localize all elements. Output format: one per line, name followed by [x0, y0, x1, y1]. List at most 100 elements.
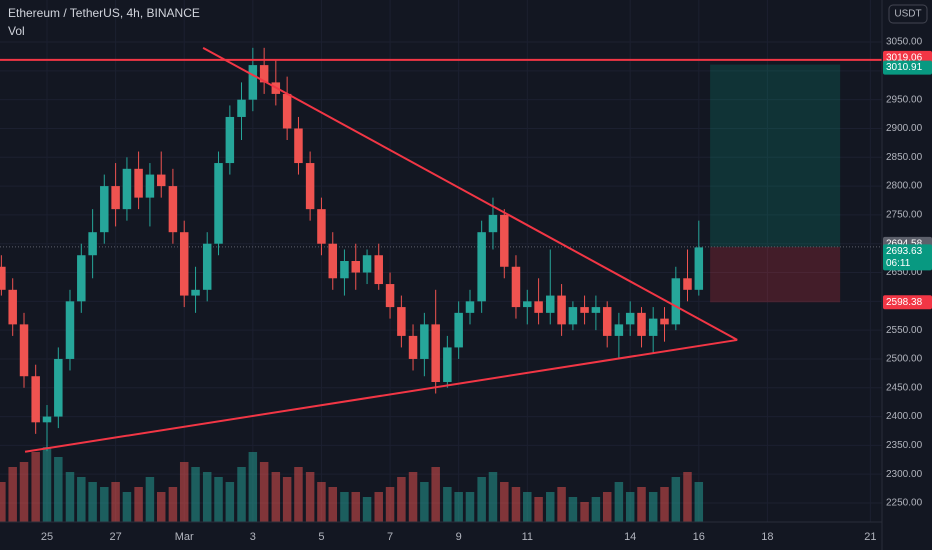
volume-bar	[237, 467, 246, 522]
volume-bar	[374, 492, 383, 522]
candle-body	[317, 209, 326, 244]
y-tick-label: 2400.00	[886, 411, 923, 422]
volume-bar	[317, 482, 326, 522]
x-tick-label: 7	[387, 531, 393, 543]
volume-bar	[225, 482, 235, 522]
y-tick-label: 2850.00	[886, 152, 923, 163]
trend-line	[202, 46, 738, 341]
y-tick-label: 2900.00	[886, 123, 923, 134]
candle-body	[694, 247, 704, 290]
candle-body	[19, 324, 29, 377]
volume-bar	[534, 497, 543, 522]
y-tick-label: 2300.00	[886, 469, 923, 480]
currency-button[interactable]	[888, 4, 928, 24]
candle-body	[122, 168, 132, 210]
last-price-label: 2693.63	[886, 246, 923, 257]
candle-body	[488, 214, 498, 233]
candle-body	[8, 289, 17, 325]
volume-bar	[523, 492, 532, 522]
candle-body	[443, 347, 452, 382]
candle-body	[534, 301, 543, 313]
volume-bar	[328, 487, 338, 522]
volume-bar	[294, 467, 303, 522]
volume-bar	[454, 492, 463, 522]
stop-price-label-bg	[883, 295, 932, 310]
volume-bar	[134, 487, 143, 522]
candle-body	[500, 214, 509, 267]
volume-bar	[145, 477, 155, 522]
volume-bar	[282, 477, 292, 522]
candle-body	[602, 307, 612, 336]
candle-body	[0, 266, 6, 290]
x-tick-label: 14	[624, 531, 636, 543]
volume-bar	[214, 477, 223, 522]
volume-bar	[591, 497, 601, 522]
volume-bar	[477, 477, 486, 522]
volume-bar	[340, 492, 349, 522]
volume-bar	[660, 487, 669, 522]
y-tick-label: 2250.00	[886, 498, 923, 509]
chart-title: Ethereum / TetherUS, 4h, BINANCE	[8, 6, 200, 20]
volume-bar	[0, 482, 6, 522]
entry-price-label: 2694.58	[886, 238, 923, 249]
volume-bar	[88, 482, 97, 522]
volume-bar	[465, 492, 475, 522]
candle-body	[557, 295, 566, 325]
candle-body	[294, 128, 303, 164]
candle-body	[523, 301, 532, 308]
candle-body	[385, 284, 395, 308]
y-tick-label: 2650.00	[886, 267, 923, 278]
volume-bar	[488, 472, 498, 522]
volume-bar	[397, 477, 406, 522]
y-tick-label: 2550.00	[886, 325, 923, 336]
volume-bar	[568, 497, 578, 522]
candle-body	[351, 261, 360, 273]
volume-bar	[19, 462, 29, 522]
volume-bar	[385, 487, 395, 522]
candle-body	[420, 324, 429, 359]
candle-body	[179, 232, 189, 296]
volume-bar	[671, 477, 681, 522]
x-tick-label: 11	[522, 531, 533, 543]
candle-body	[637, 312, 646, 336]
volume-bar	[362, 497, 372, 522]
volume-bar	[557, 487, 566, 522]
y-tick-label: 2950.00	[886, 94, 923, 105]
volume-bar	[100, 487, 109, 522]
candle-body	[77, 255, 86, 302]
volume-bar	[351, 492, 360, 522]
currency-label[interactable]: USDT	[894, 9, 921, 20]
candle-body	[328, 243, 338, 279]
volume-bar	[77, 477, 86, 522]
candle-body	[671, 278, 681, 325]
candle-body	[54, 358, 63, 417]
y-tick-label: 2500.00	[886, 354, 923, 365]
candle-body	[248, 65, 258, 100]
y-tick-label: 2450.00	[886, 382, 923, 393]
x-tick-label: Mar	[175, 531, 194, 543]
candle-body	[683, 278, 692, 290]
volume-bar	[202, 472, 212, 522]
candle-body	[156, 174, 166, 187]
volume-bar	[614, 482, 624, 522]
candle-body	[134, 168, 143, 198]
candle-body	[42, 416, 52, 423]
volume-bar	[431, 467, 440, 522]
candle-body	[511, 266, 521, 308]
x-tick-label: 27	[109, 531, 121, 543]
x-tick-label: 16	[693, 531, 705, 543]
volume-bar	[259, 462, 269, 522]
volume-bar	[271, 472, 281, 522]
volume-bar	[248, 452, 258, 522]
volume-bar	[179, 462, 189, 522]
volume-bar	[191, 467, 200, 522]
x-tick-label: 5	[318, 531, 324, 543]
candle-body	[282, 93, 292, 129]
candle-body	[340, 261, 349, 279]
volume-bar	[443, 487, 452, 522]
candle-body	[397, 307, 406, 336]
x-tick-label: 18	[761, 531, 773, 543]
volume-bar	[511, 487, 521, 522]
